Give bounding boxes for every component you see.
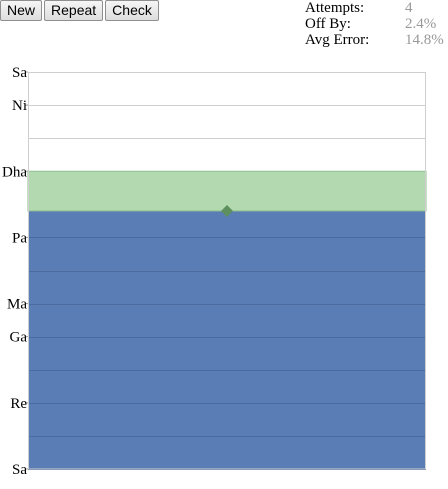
y-tick-label: Sa: [12, 462, 27, 478]
avg-error-row: Avg Error: 14.8%: [305, 32, 444, 48]
new-button[interactable]: New: [0, 0, 43, 21]
off-by-value: 2.4%: [405, 16, 437, 32]
stats-panel: Attempts: 4 Off By: 2.4% Avg Error: 14.8…: [305, 0, 444, 48]
avg-error-label: Avg Error:: [305, 32, 370, 48]
attempts-value: 4: [405, 0, 413, 16]
y-tick-label: Dha: [2, 164, 27, 180]
y-axis-ticks: Sa Re Ga Ma Pa Dha Ni Sa: [2, 65, 28, 478]
user-pitch-bar: [28, 210, 426, 469]
avg-error-value: 14.8%: [405, 32, 444, 48]
check-button[interactable]: Check: [105, 0, 159, 21]
y-tick-label: Pa: [12, 230, 27, 246]
toolbar: New Repeat Check: [0, 0, 159, 22]
attempts-label: Attempts:: [305, 0, 365, 16]
bar-gridlines: [28, 237, 426, 470]
y-tick-label: Ga: [10, 330, 28, 346]
plot-frame: [28, 72, 426, 470]
y-tick-label: Sa: [12, 65, 27, 81]
pitch-marker[interactable]: [221, 204, 233, 217]
plot-background: [28, 72, 426, 469]
target-pitch-band: [27, 170, 427, 212]
y-tick-label: Re: [10, 396, 27, 412]
off-by-label: Off By:: [305, 16, 351, 32]
gridlines: [28, 72, 426, 470]
y-tick-label: Ni: [12, 98, 27, 114]
off-by-row: Off By: 2.4%: [305, 16, 444, 32]
repeat-button[interactable]: Repeat: [44, 0, 104, 21]
attempts-row: Attempts: 4: [305, 0, 444, 16]
y-tick-label: Ma: [7, 297, 27, 313]
